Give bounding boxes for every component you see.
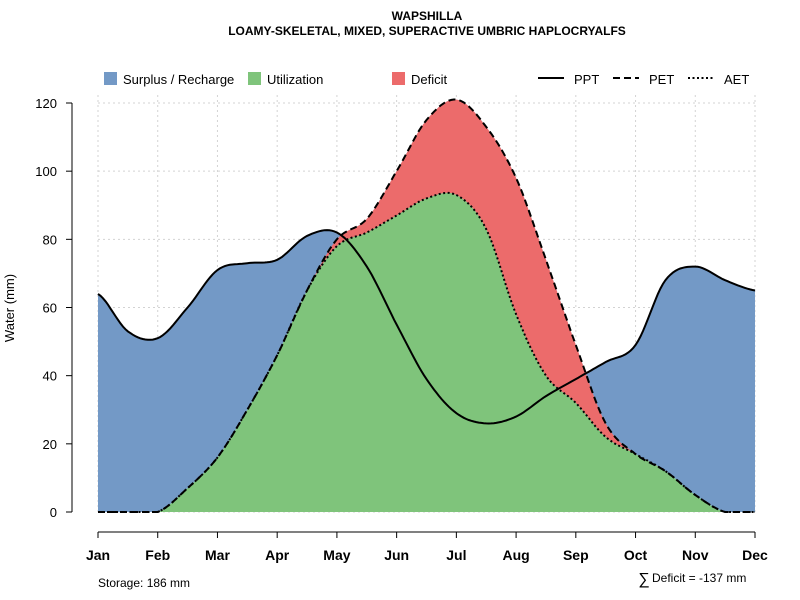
y-tick-label: 60 — [43, 301, 57, 316]
chart-subtitle: LOAMY-SKELETAL, MIXED, SUPERACTIVE UMBRI… — [228, 24, 626, 38]
x-tick-label-jan: Jan — [86, 547, 110, 563]
legend-label-pet: PET — [649, 72, 674, 87]
x-tick-label-apr: Apr — [265, 547, 290, 563]
y-tick-label: 20 — [43, 437, 57, 452]
deficit-note: Deficit = -137 mm — [652, 571, 746, 585]
storage-note: Storage: 186 mm — [98, 576, 190, 590]
y-tick-label: 80 — [43, 232, 57, 247]
sum-symbol: ∑ — [638, 571, 649, 588]
legend-label-aet: AET — [724, 72, 749, 87]
legend-swatch-1 — [248, 72, 261, 85]
legend-label-ppt: PPT — [574, 72, 599, 87]
x-tick-label-jun: Jun — [384, 547, 409, 563]
y-tick-label: 0 — [50, 505, 57, 520]
legend-swatch-2 — [392, 72, 405, 85]
axes: 0 20 40 60 80 100 120 Jan Feb Mar Apr May Jun Jul Aug S… — [35, 96, 768, 563]
x-tick-label-feb: Feb — [145, 547, 170, 563]
x-tick-label-may: May — [323, 547, 350, 563]
x-tick-label-aug: Aug — [502, 547, 529, 563]
y-axis-label: Water (mm) — [2, 274, 17, 342]
series-line-aet — [98, 191, 755, 513]
legend: Surplus / Recharge Utilization Deficit PPT P… — [104, 72, 749, 87]
series-lines — [97, 98, 756, 513]
y-tick-label: 120 — [35, 96, 57, 111]
legend-label-area: Surplus / Recharge — [123, 72, 234, 87]
series-line-pet — [98, 98, 755, 513]
chart-title: WAPSHILLA — [392, 9, 463, 23]
y-tick-label: 100 — [35, 164, 57, 179]
series-line-ppt — [97, 229, 756, 425]
legend-label-area: Utilization — [267, 72, 323, 87]
legend-label-area: Deficit — [411, 72, 448, 87]
x-tick-label-dec: Dec — [742, 547, 768, 563]
area-fills — [98, 99, 755, 512]
x-tick-label-oct: Oct — [624, 547, 648, 563]
x-tick-label-sep: Sep — [563, 547, 589, 563]
deficit-area — [98, 99, 755, 512]
y-tick-label: 40 — [43, 369, 57, 384]
utilization-area — [98, 192, 755, 512]
x-tick-label-jul: Jul — [446, 547, 466, 563]
x-tick-label-nov: Nov — [682, 547, 709, 563]
legend-swatch-0 — [104, 72, 117, 85]
x-tick-label-mar: Mar — [205, 547, 230, 563]
